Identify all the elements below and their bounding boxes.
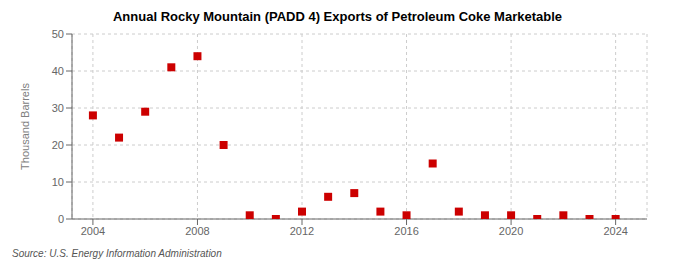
- svg-text:30: 30: [52, 102, 64, 114]
- svg-text:50: 50: [52, 28, 64, 40]
- html-text:Source: U.S. Energy Informatio: Source: U.S. Energy Information Administ…: [12, 248, 222, 259]
- svg-text:20: 20: [52, 139, 64, 151]
- svg-text:2016: 2016: [394, 225, 418, 237]
- html-text:Annual Rocky Mountain (PADD 4): Annual Rocky Mountain (PADD 4) Exports o…: [113, 9, 562, 24]
- svg-text:2004: 2004: [81, 225, 105, 237]
- svg-text:2020: 2020: [499, 225, 523, 237]
- svg-text:Thousand Barrels: Thousand Barrels: [19, 83, 31, 170]
- svg-text:0: 0: [58, 213, 64, 225]
- svg-text:10: 10: [52, 176, 64, 188]
- svg-text:2024: 2024: [603, 225, 627, 237]
- svg-text:40: 40: [52, 65, 64, 77]
- svg-text:2008: 2008: [185, 225, 209, 237]
- svg-text:2012: 2012: [290, 225, 314, 237]
